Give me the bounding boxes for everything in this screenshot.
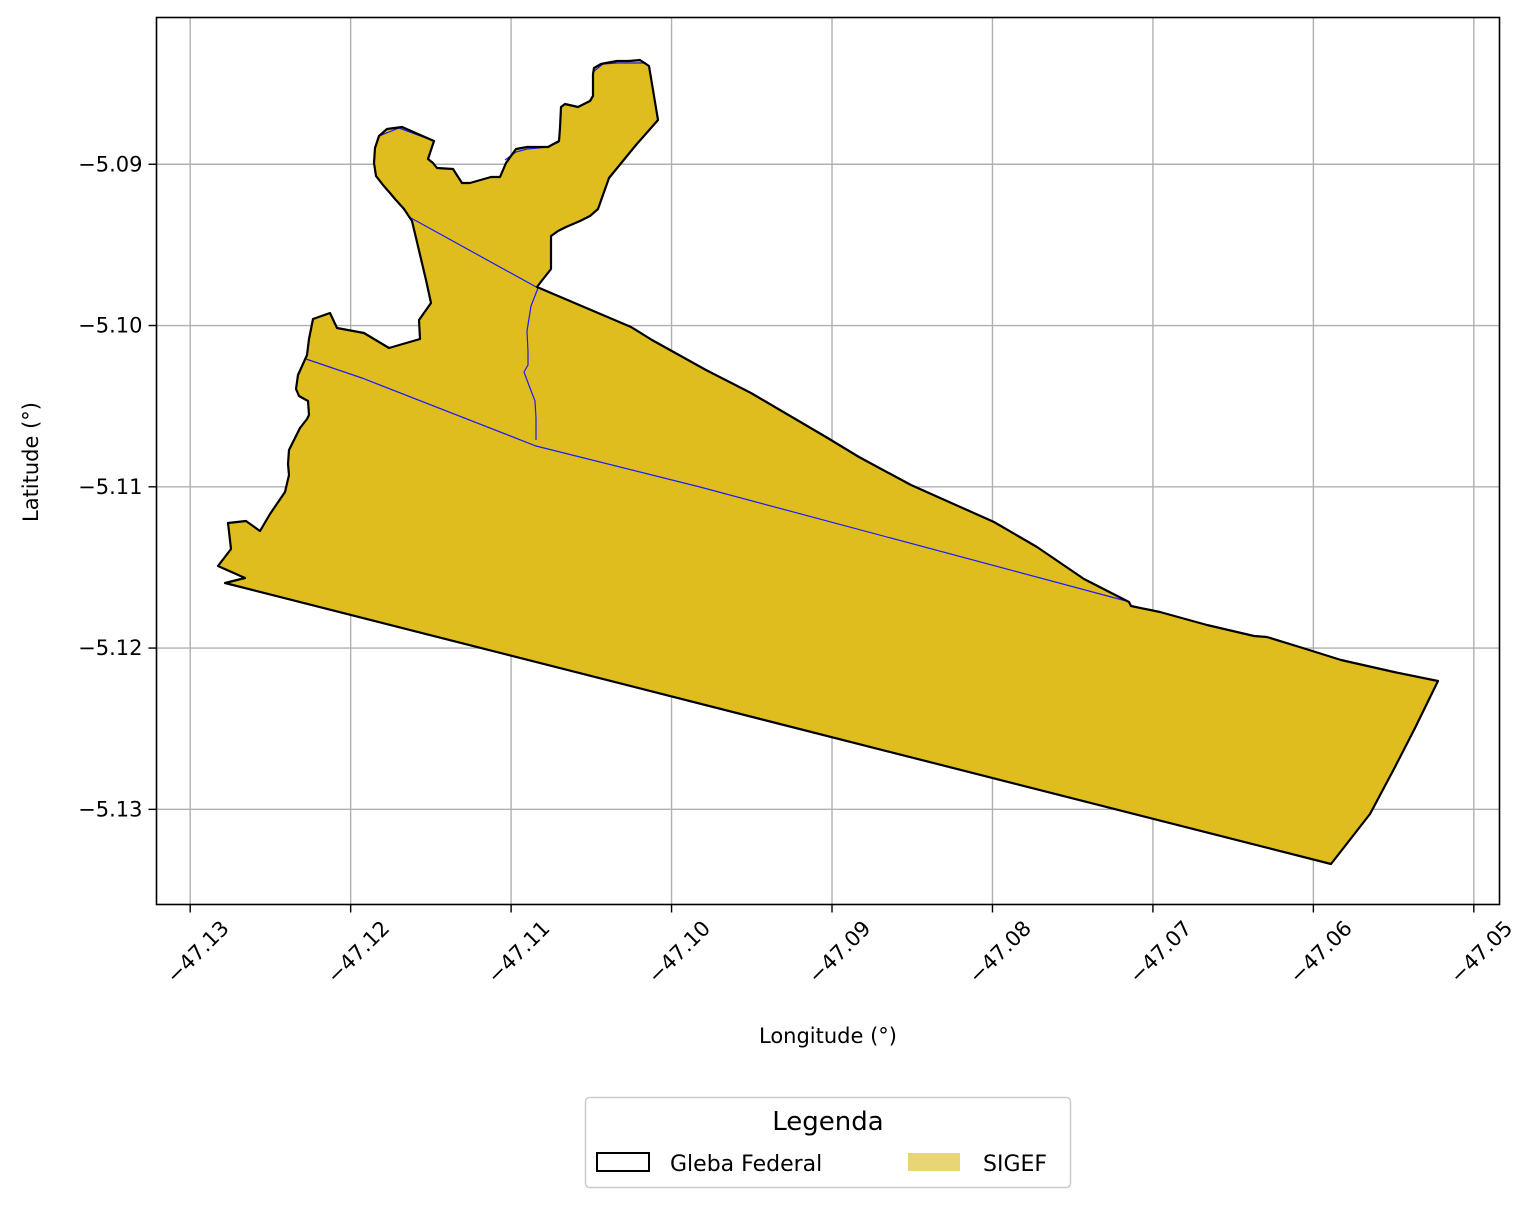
map-layers — [216, 58, 1440, 866]
internal-boundary — [305, 358, 1131, 603]
internal-boundary — [410, 217, 539, 289]
legend: Legenda Gleba Federal SIGEF — [584, 1096, 1072, 1189]
x-axis-label: Longitude (°) — [759, 1024, 897, 1048]
x-tick-label: −47.11 — [483, 916, 555, 988]
y-axis-label: Latitude (°) — [19, 402, 43, 522]
legend-swatch-sigef — [908, 1153, 960, 1171]
axes-frame — [155, 16, 1501, 906]
legend-label-gleba: Gleba Federal — [670, 1152, 822, 1177]
x-tick-label: −47.13 — [162, 916, 234, 988]
internal-boundary — [523, 287, 539, 440]
gleba-federal-polygon — [216, 58, 1440, 866]
x-tick-label: −47.09 — [804, 916, 876, 988]
y-tick-label: −5.12 — [78, 636, 142, 660]
x-tick-label: −47.05 — [1445, 916, 1517, 988]
x-tick-label: −47.07 — [1125, 916, 1197, 988]
x-axis-ticks: −47.13 −47.12 −47.11 −47.10 −47.09 −47.08 −47.… — [162, 904, 1517, 988]
y-tick-label: −5.09 — [78, 152, 142, 176]
y-axis-ticks: −5.09 −5.10 −5.11 −5.12 −5.13 — [78, 152, 157, 821]
x-tick-label: −47.10 — [643, 916, 715, 988]
y-tick-label: −5.11 — [78, 475, 142, 499]
x-tick-label: −47.08 — [964, 916, 1036, 988]
legend-label-sigef: SIGEF — [983, 1152, 1047, 1177]
x-tick-label: −47.12 — [322, 916, 394, 988]
y-tick-label: −5.10 — [78, 314, 142, 338]
y-tick-label: −5.13 — [78, 797, 142, 821]
legend-swatch-gleba — [596, 1152, 650, 1172]
legend-title: Legenda — [772, 1107, 883, 1137]
x-tick-label: −47.06 — [1285, 916, 1357, 988]
internal-boundary — [592, 62, 646, 73]
sigef-polygon — [218, 60, 1438, 864]
